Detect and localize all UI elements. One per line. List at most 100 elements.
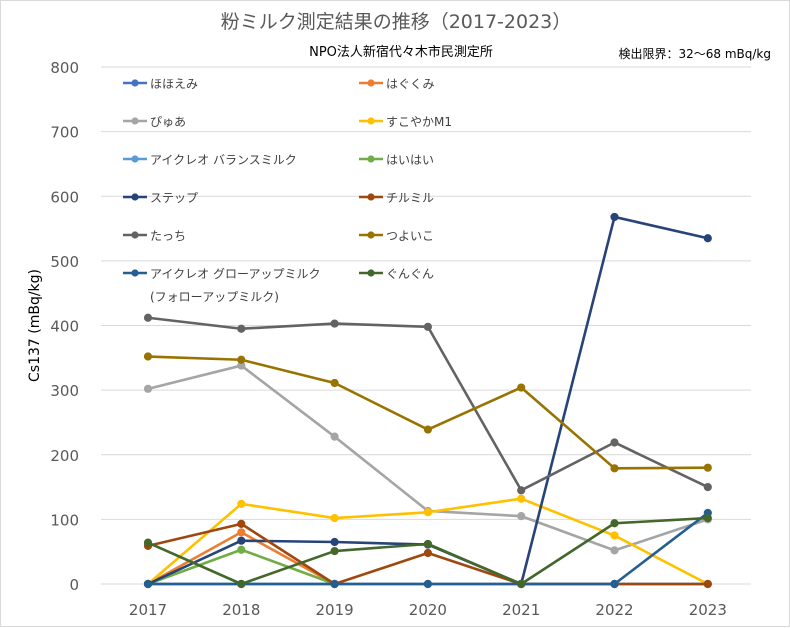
x-tick-label: 2022 (595, 601, 633, 619)
legend-swatch-marker (367, 79, 375, 87)
series-8 (143, 313, 712, 495)
axes: 0 100 200 300 400 500 600 700 800 2017 2018 2019 202… (27, 59, 727, 619)
data-point (330, 579, 339, 589)
legend-label: アイクレオ グローアップミルク (150, 267, 321, 281)
data-point (610, 579, 619, 589)
data-point (423, 579, 432, 589)
data-point (423, 508, 432, 517)
y-tick-label: 800 (50, 59, 79, 77)
legend-label: はいはい (386, 153, 434, 167)
data-point (237, 324, 246, 333)
y-tick-label: 200 (50, 447, 79, 465)
legend-item: ほほえみ (123, 77, 198, 91)
chart-title: 粉ミルク測定結果の推移（2017-2023） (220, 11, 572, 33)
data-point (610, 438, 619, 447)
legend-label: (フォローアップミルク) (150, 290, 279, 304)
x-tick-label: 2018 (222, 601, 260, 619)
legend-item: ステップ (123, 191, 198, 205)
y-tick-label: 700 (50, 124, 79, 142)
data-point (610, 531, 619, 540)
legend-label: チルミル (386, 191, 434, 205)
data-point (517, 579, 526, 589)
x-tick-label: 2020 (409, 601, 447, 619)
y-tick-label: 600 (50, 188, 79, 206)
data-point (610, 546, 619, 555)
y-axis-title: Cs137 (mBq/kg) (27, 269, 43, 382)
legend-swatch-marker (131, 155, 139, 163)
legend-swatch-marker (131, 269, 139, 277)
legend-swatch-marker (367, 117, 375, 125)
legend-item: アイクレオ バランスミルク (123, 153, 297, 167)
data-point (237, 355, 246, 364)
data-point (237, 528, 246, 537)
legend-item: アイクレオ グローアップミルク (フォローアップミルク) (123, 267, 321, 304)
series-lines (143, 212, 712, 589)
legend-swatch-marker (367, 193, 375, 201)
legend-label: アイクレオ バランスミルク (150, 153, 297, 167)
data-point (610, 212, 619, 222)
series-2 (143, 361, 712, 555)
data-point (237, 579, 246, 589)
data-point (517, 512, 526, 521)
legend-item: ぴゅあ (123, 115, 186, 129)
data-point (330, 537, 339, 547)
data-point (330, 432, 339, 441)
data-point (423, 322, 432, 331)
y-tick-label: 0 (69, 576, 79, 594)
series-line (147, 316, 709, 492)
data-point (703, 482, 712, 492)
data-point (703, 579, 712, 589)
data-point (143, 384, 153, 393)
data-point (517, 494, 526, 503)
x-tick-label: 2023 (689, 601, 727, 619)
data-point (237, 499, 246, 508)
legend-swatch-marker (131, 79, 139, 87)
legend-swatch-marker (367, 155, 375, 163)
data-point (423, 539, 432, 549)
data-point (143, 313, 153, 322)
legend-label: はぐくみ (386, 77, 434, 91)
legend-label: ほほえみ (150, 77, 198, 91)
data-point (703, 513, 712, 523)
data-point (610, 464, 619, 473)
chart-subtitle: NPO法人新宿代々木市民測定所 (309, 45, 493, 60)
legend-label: ステップ (150, 191, 198, 205)
legend-label: ぴゅあ (150, 115, 186, 129)
data-point (237, 536, 246, 545)
legend-item: ぐんぐん (359, 267, 434, 281)
data-point (517, 383, 526, 392)
series-9 (143, 352, 712, 473)
legend-swatch-marker (131, 117, 139, 125)
legend-item: チルミル (359, 191, 434, 205)
legend-swatch-marker (131, 193, 139, 201)
data-point (237, 519, 246, 528)
legend-label: たっち (150, 229, 186, 243)
legend-item: つよいこ (359, 229, 434, 243)
y-tick-label: 400 (50, 318, 79, 336)
data-point (143, 538, 153, 547)
legend-item: たっち (123, 229, 186, 243)
data-point (703, 463, 712, 472)
data-point (143, 352, 153, 361)
legend-label: ぐんぐん (386, 267, 434, 281)
legend-swatch-marker (367, 269, 375, 277)
y-tick-label: 100 (50, 511, 79, 529)
x-tick-label: 2021 (502, 601, 540, 619)
data-point (330, 319, 339, 328)
detection-limit-note: 検出限界：32〜68 mBq/kg (618, 47, 771, 61)
legend-label: すこやかM1 (386, 115, 452, 129)
legend-item: すこやかM1 (359, 115, 452, 129)
y-tick-label: 300 (50, 382, 79, 400)
x-tick-label: 2017 (129, 601, 167, 619)
series-line (147, 355, 708, 470)
legend-item: はいはい (359, 153, 434, 167)
x-tick-label: 2019 (316, 601, 354, 619)
legend-label: つよいこ (386, 229, 434, 243)
data-point (330, 378, 339, 388)
y-tick-label: 500 (50, 253, 79, 271)
data-point (423, 425, 432, 434)
data-point (517, 486, 526, 495)
legend-item: はぐくみ (359, 77, 434, 91)
